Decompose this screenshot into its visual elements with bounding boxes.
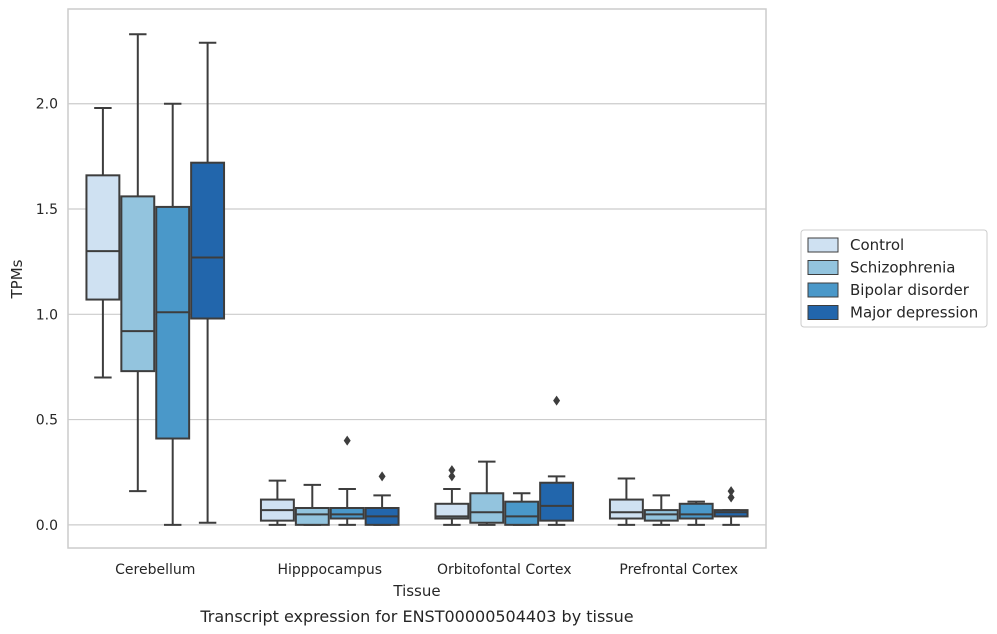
- legend-swatch: [807, 305, 839, 320]
- box-control: [608, 477, 644, 526]
- box-iqr: [678, 502, 714, 520]
- box-iqr: [120, 195, 156, 373]
- box-bipolar-disorder: [329, 435, 365, 526]
- outlier-point: [448, 465, 456, 476]
- outlier-point: [343, 435, 351, 446]
- box-iqr: [643, 509, 679, 522]
- y-tick-label: 0.0: [36, 518, 58, 534]
- x-tick-label: Cerebellum: [115, 562, 195, 578]
- box-iqr: [329, 506, 365, 520]
- box-schizophrenia: [294, 483, 330, 526]
- box-bipolar-disorder: [678, 500, 714, 526]
- box-iqr: [155, 205, 191, 440]
- box-iqr: [85, 174, 121, 301]
- legend-swatch: [807, 237, 839, 253]
- y-tick-label: 0.5: [36, 413, 58, 429]
- box-iqr: [469, 492, 505, 524]
- boxes-layer: [85, 33, 749, 526]
- box-schizophrenia: [120, 33, 156, 493]
- box-major-depression: [190, 41, 226, 524]
- x-tick-label: Hipppocampus: [277, 562, 382, 578]
- outlier-point: [727, 486, 735, 497]
- y-axis-title: TPMs: [8, 259, 26, 299]
- x-axis-ticks: Cerebellum Hipppocampus Orbitofontal Corte…: [115, 562, 738, 578]
- legend-label: Control: [850, 236, 904, 254]
- box-control: [259, 479, 295, 526]
- legend-label: Major depression: [850, 304, 978, 322]
- y-tick-label: 1.0: [36, 307, 58, 323]
- legend-swatch: [807, 282, 839, 298]
- box-iqr: [608, 498, 644, 520]
- box-control: [434, 465, 470, 526]
- box-schizophrenia: [643, 494, 679, 526]
- box-bipolar-disorder: [155, 102, 191, 526]
- chart-caption: Transcript expression for ENST0000050440…: [199, 607, 633, 626]
- x-tick-label: Orbitofontal Cortex: [437, 562, 572, 578]
- box-iqr: [504, 500, 540, 526]
- box-iqr: [539, 481, 575, 522]
- box-major-depression: [713, 486, 749, 526]
- legend-swatch: [807, 260, 839, 275]
- legend-frame: [800, 229, 988, 328]
- x-axis-title: Tissue: [392, 582, 440, 600]
- box-control: [85, 106, 121, 379]
- outlier-point: [553, 395, 561, 406]
- box-iqr: [190, 161, 226, 320]
- y-tick-label: 2.0: [36, 97, 58, 113]
- plot-frame: [67, 8, 767, 549]
- box-iqr: [294, 506, 330, 526]
- box-major-depression: [364, 471, 400, 526]
- x-tick-label: Prefrontal Cortex: [619, 562, 738, 578]
- legend-label: Bipolar disorder: [850, 281, 970, 299]
- box-schizophrenia: [469, 460, 505, 526]
- legend: Control Schizophrenia Bipolar disorder Majo…: [800, 229, 988, 328]
- box-iqr: [434, 502, 470, 520]
- box-bipolar-disorder: [504, 492, 540, 526]
- y-tick-label: 1.5: [36, 202, 58, 218]
- y-axis-ticks: 0.0 0.5 1.0 1.5 2.0: [36, 97, 58, 534]
- legend-label: Schizophrenia: [850, 259, 955, 277]
- outlier-point: [448, 471, 456, 482]
- outlier-point: [378, 471, 386, 482]
- outlier-point: [727, 492, 735, 503]
- box-major-depression: [539, 395, 575, 526]
- box-iqr: [713, 509, 749, 518]
